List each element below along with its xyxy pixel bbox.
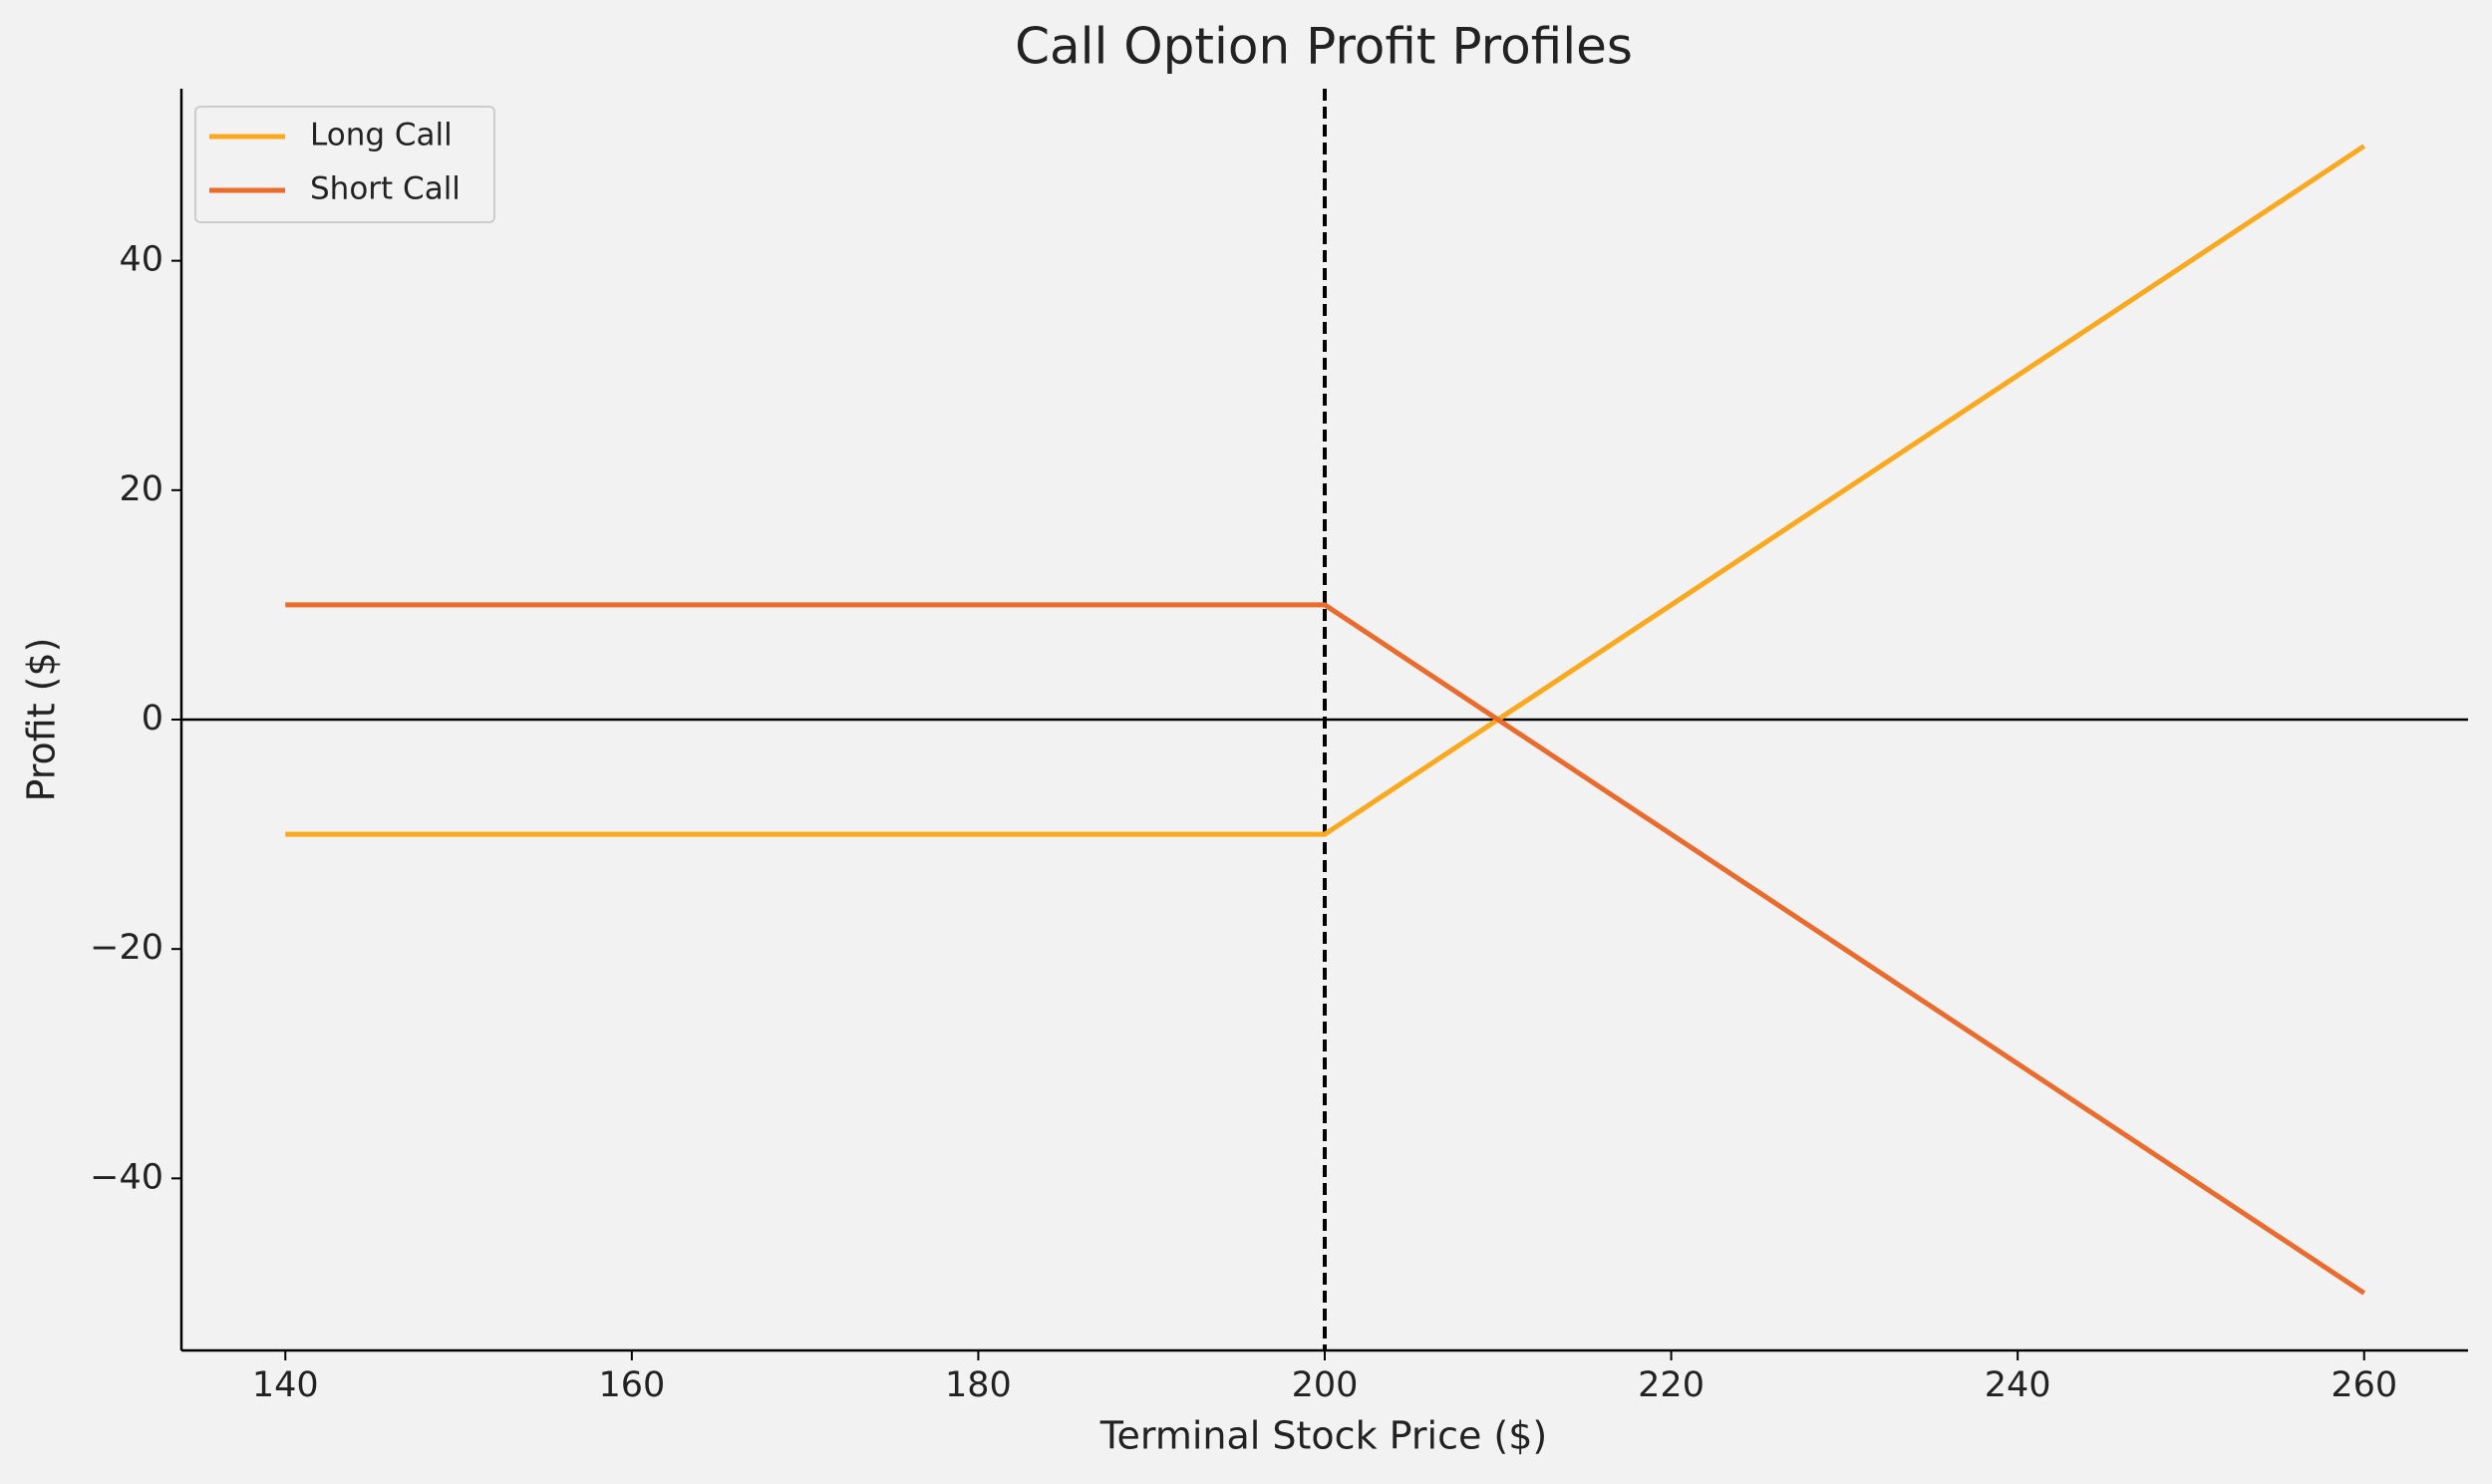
legend-label: Long Call — [310, 118, 453, 153]
series-line — [285, 144, 2366, 837]
x-tick-label: 180 — [945, 1365, 1012, 1405]
x-tick-label: 220 — [1638, 1365, 1705, 1405]
y-tick-label: 40 — [119, 240, 163, 280]
y-axis-label: Profit ($) — [20, 637, 64, 801]
series-line — [285, 602, 2366, 1296]
x-tick-label: 240 — [1985, 1365, 2051, 1405]
x-tick-label: 200 — [1292, 1365, 1359, 1405]
legend-label: Short Call — [310, 171, 461, 207]
x-tick-label: 160 — [598, 1365, 665, 1405]
y-tick-label: −40 — [90, 1157, 163, 1197]
y-tick-label: −20 — [90, 928, 163, 968]
y-tick-label: 20 — [119, 469, 163, 509]
y-tick-label: 0 — [142, 699, 163, 739]
x-tick-label: 140 — [252, 1365, 319, 1405]
chart-title: Call Option Profit Profiles — [1015, 18, 1633, 76]
x-axis-label: Terminal Stock Price ($) — [1099, 1414, 1548, 1458]
x-tick-label: 260 — [2331, 1365, 2397, 1405]
